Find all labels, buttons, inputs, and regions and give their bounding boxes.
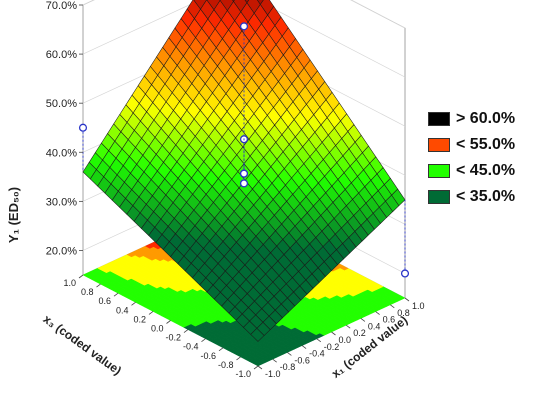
x3-tick — [78, 274, 84, 279]
legend-swatch — [428, 164, 450, 178]
z-tick-label: 30.0% — [46, 196, 77, 208]
x3-tick — [148, 311, 154, 315]
x3-tick — [166, 320, 171, 324]
legend-item: < 45.0% — [428, 158, 548, 184]
x1-tick-label: -0.8 — [280, 362, 296, 372]
legend-swatch — [428, 190, 450, 204]
x3-tick — [96, 283, 101, 288]
x3-tick-label: 1.0 — [63, 278, 76, 288]
z-tick-label: 70.0% — [46, 0, 77, 12]
x3-tick — [236, 356, 241, 361]
x3-axis-label: x₃ (coded value) — [41, 312, 124, 378]
x1-tick-label: -1.0 — [265, 369, 281, 379]
design-point — [239, 22, 249, 31]
surface-cell — [256, 0, 264, 5]
legend-item: < 55.0% — [428, 132, 548, 158]
x1-tick-label: 0.2 — [353, 328, 366, 338]
x1-tick — [390, 304, 395, 309]
x1-tick — [272, 358, 277, 363]
x3-tick-label: -0.2 — [165, 333, 181, 343]
x1-tick-label: 0.4 — [368, 321, 381, 331]
x1-tick — [257, 365, 263, 370]
x3-tick-label: 0.6 — [98, 296, 111, 306]
design-point — [400, 269, 410, 278]
x3-tick-label: 0.8 — [81, 287, 94, 297]
x3-tick — [218, 347, 224, 352]
design-point — [239, 179, 249, 188]
legend-label: < 35.0% — [456, 188, 516, 205]
axis-ticks: 20.0%30.0%40.0%50.0%60.0%70.0%-1.0-0.8-0… — [46, 0, 425, 379]
x3-tick-label: -0.6 — [200, 351, 216, 361]
z-gridline — [82, 0, 406, 78]
design-points — [78, 22, 410, 278]
legend-item: < 35.0% — [428, 184, 548, 210]
x3-tick — [201, 338, 206, 343]
x1-tick — [287, 352, 292, 356]
design-point — [78, 123, 88, 132]
x1-tick — [331, 331, 336, 336]
x1-tick-label: -0.6 — [294, 355, 310, 365]
x3-tick — [253, 365, 259, 370]
x1-tick — [345, 324, 351, 329]
x1-tick — [301, 345, 307, 349]
z-axis-label: Y₁ (ED₅₀) — [6, 187, 21, 243]
x3-tick-label: -1.0 — [235, 369, 251, 379]
x3-tick — [131, 301, 136, 306]
surface-cell — [244, 0, 250, 4]
legend-swatch — [428, 138, 450, 152]
legend-label: < 55.0% — [456, 136, 516, 153]
legend-label: > 60.0% — [456, 110, 516, 127]
x1-tick — [375, 311, 380, 315]
x3-tick — [183, 329, 189, 333]
x1-tick-label: 1.0 — [412, 301, 425, 311]
surface-cell — [250, 327, 265, 342]
legend-swatch — [428, 112, 450, 126]
x3-tick-label: 0.0 — [151, 324, 164, 334]
x1-tick-label: -0.2 — [324, 342, 340, 352]
response-surface — [82, 0, 406, 342]
design-point — [239, 169, 249, 178]
z-tick-label: 60.0% — [46, 49, 77, 61]
x1-tick-label: -0.4 — [309, 349, 325, 359]
x1-tick — [360, 318, 366, 322]
x3-tick-label: -0.4 — [183, 342, 199, 352]
legend-item: > 60.0% — [428, 106, 548, 132]
x1-tick — [316, 338, 322, 343]
x1-tick-label: 0.0 — [339, 335, 352, 345]
x1-tick-label: 0.6 — [383, 315, 396, 325]
x3-tick — [113, 292, 119, 297]
z-tick-label: 50.0% — [46, 98, 77, 110]
x3-tick-label: 0.2 — [133, 314, 146, 324]
x3-tick-label: 0.4 — [116, 305, 129, 315]
legend-label: < 45.0% — [456, 162, 516, 179]
legend: > 60.0% < 55.0% < 45.0% < 35.0% — [428, 106, 548, 210]
x1-tick-label: 0.8 — [397, 308, 410, 318]
z-tick-label: 40.0% — [46, 147, 77, 159]
x3-tick-label: -0.8 — [218, 360, 234, 370]
z-tick-label: 20.0% — [46, 245, 77, 257]
x1-tick — [404, 297, 410, 302]
